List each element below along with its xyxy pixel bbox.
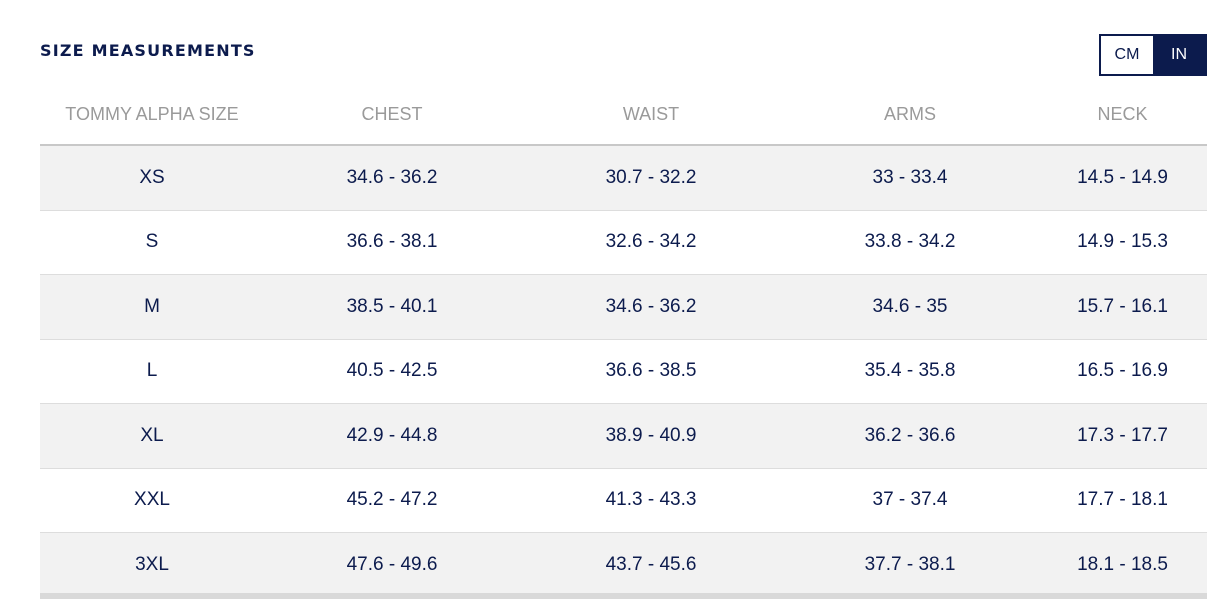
cell-chest: 38.5 - 40.1 [346,295,438,317]
cell-neck: 14.5 - 14.9 [1077,166,1168,188]
cell-waist: 43.7 - 45.6 [605,553,697,575]
cell-arms: 36.2 - 36.6 [864,424,956,446]
table-row: M 38.5 - 40.1 34.6 - 36.2 34.6 - 35 15.7… [40,275,1207,340]
cell-waist: 36.6 - 38.5 [605,360,697,382]
cell-waist: 34.6 - 36.2 [605,295,697,317]
unit-cm-button[interactable]: CM [1101,36,1153,74]
cell-waist: 38.9 - 40.9 [605,424,697,446]
header-size: TOMMY ALPHA SIZE [65,103,239,124]
cell-size: L [146,360,158,382]
cell-chest: 36.6 - 38.1 [346,231,438,253]
table-row: XS 34.6 - 36.2 30.7 - 32.2 33 - 33.4 14.… [40,146,1207,211]
cell-arms: 33.8 - 34.2 [864,231,956,253]
cell-neck: 14.9 - 15.3 [1077,231,1168,253]
table-header-row: TOMMY ALPHA SIZE CHEST WAIST ARMS NECK [40,84,1207,146]
cell-waist: 41.3 - 43.3 [605,489,697,511]
cell-arms: 37.7 - 38.1 [864,553,956,575]
table-row: L 40.5 - 42.5 36.6 - 38.5 35.4 - 35.8 16… [40,340,1207,404]
cell-arms: 35.4 - 35.8 [864,360,956,382]
cell-chest: 42.9 - 44.8 [346,424,438,446]
cell-size: XL [140,424,164,446]
table-row: XXL 45.2 - 47.2 41.3 - 43.3 37 - 37.4 17… [40,469,1207,533]
header-neck: NECK [1097,103,1148,124]
unit-toggle: CM IN [1099,34,1207,76]
page-title: SIZE MEASUREMENTS [40,41,256,60]
cell-neck: 17.3 - 17.7 [1077,424,1168,446]
table-row: 3XL 47.6 - 49.6 43.7 - 45.6 37.7 - 38.1 … [40,533,1207,598]
cell-arms: 34.6 - 35 [872,295,948,317]
header-chest: CHEST [361,103,423,124]
cell-waist: 32.6 - 34.2 [605,231,697,253]
cell-neck: 17.7 - 18.1 [1077,489,1168,511]
table-row: S 36.6 - 38.1 32.6 - 34.2 33.8 - 34.2 14… [40,211,1207,275]
cell-neck: 16.5 - 16.9 [1077,360,1168,382]
cell-arms: 37 - 37.4 [872,489,948,511]
cell-neck: 18.1 - 18.5 [1077,553,1168,575]
cell-arms: 33 - 33.4 [872,166,948,188]
table-bottom-divider [40,593,1207,599]
cell-size: 3XL [135,553,169,575]
cell-chest: 45.2 - 47.2 [346,489,438,511]
cell-chest: 40.5 - 42.5 [346,360,438,382]
cell-chest: 47.6 - 49.6 [346,553,438,575]
unit-in-button[interactable]: IN [1153,36,1205,74]
cell-size: XXL [134,489,170,511]
header-arms: ARMS [883,103,936,124]
cell-chest: 34.6 - 36.2 [346,166,438,188]
cell-neck: 15.7 - 16.1 [1077,295,1168,317]
cell-waist: 30.7 - 32.2 [605,166,697,188]
cell-size: M [144,295,160,317]
cell-size: XS [139,166,165,188]
cell-size: S [145,231,159,253]
table-row: XL 42.9 - 44.8 38.9 - 40.9 36.2 - 36.6 1… [40,404,1207,469]
size-table: TOMMY ALPHA SIZE CHEST WAIST ARMS NECK X… [40,84,1207,598]
header-waist: WAIST [622,103,680,124]
